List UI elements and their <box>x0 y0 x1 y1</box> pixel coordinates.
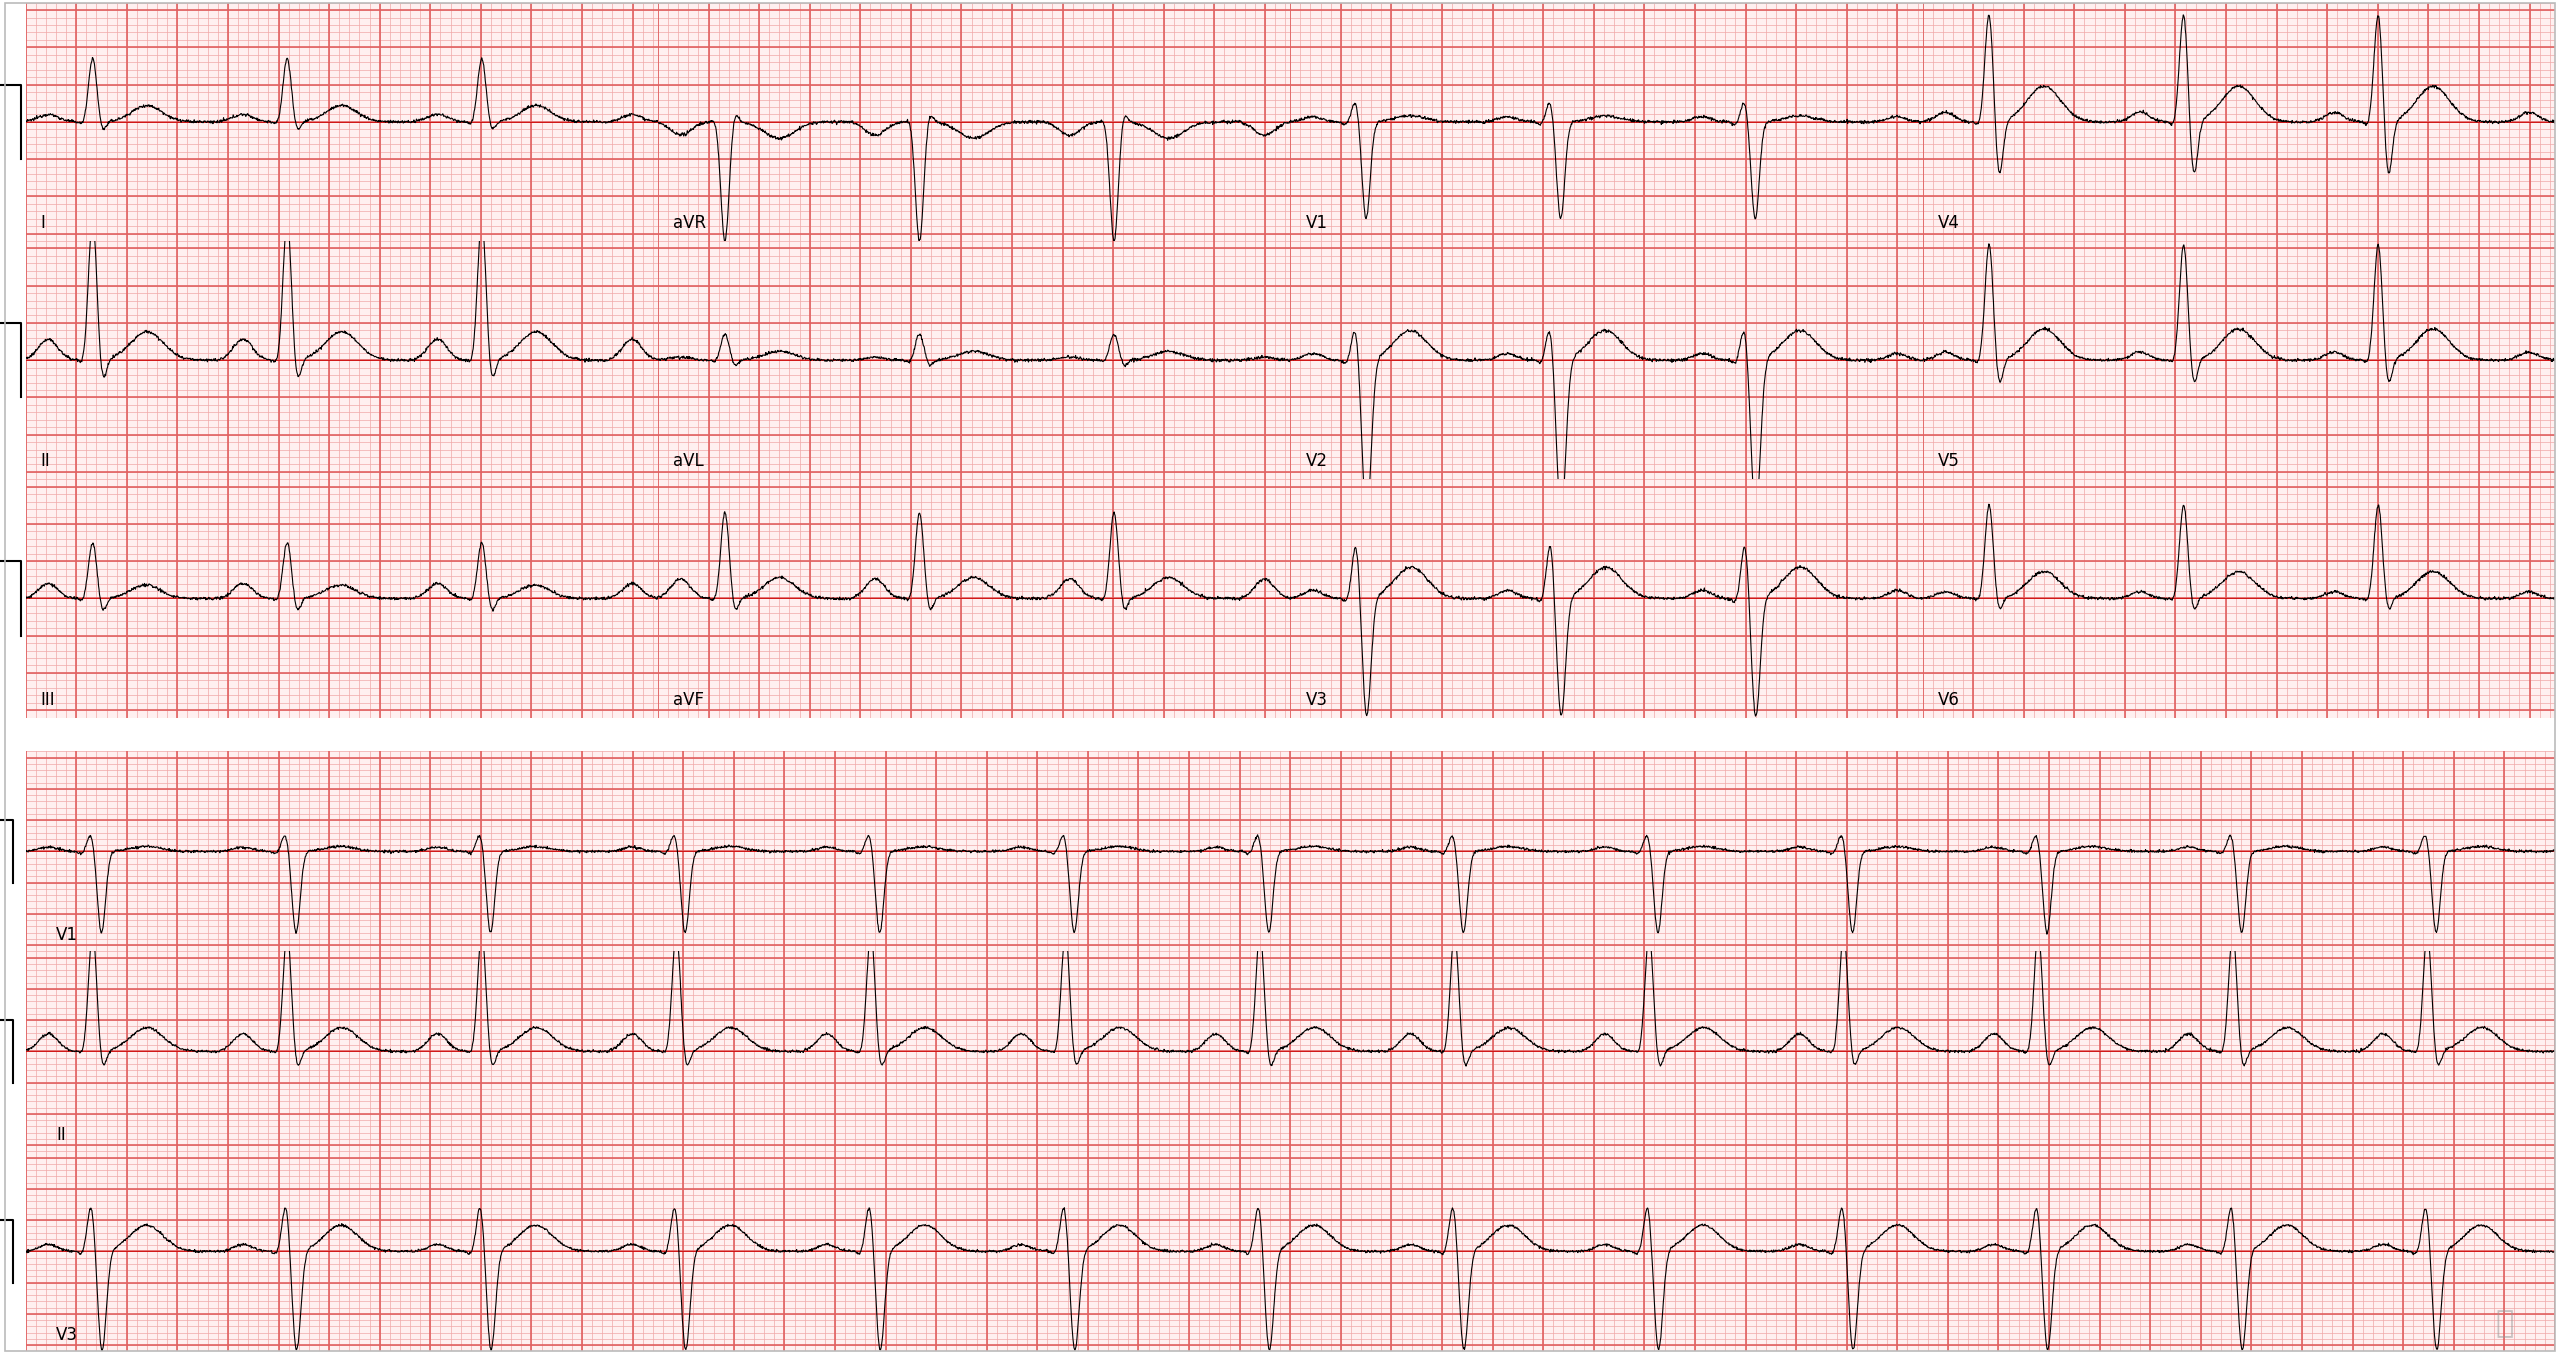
Text: aVR: aVR <box>673 214 707 232</box>
Text: V3: V3 <box>56 1326 77 1343</box>
Text: aVL: aVL <box>673 452 704 470</box>
Text: V6: V6 <box>1938 691 1958 708</box>
Text: III: III <box>41 691 56 708</box>
Text: V1: V1 <box>1306 214 1329 232</box>
Text: I: I <box>41 214 46 232</box>
Text: V5: V5 <box>1938 452 1958 470</box>
Text: aVF: aVF <box>673 691 704 708</box>
Text: 🐂: 🐂 <box>2496 1309 2514 1338</box>
Text: II: II <box>41 452 51 470</box>
Text: V2: V2 <box>1306 452 1329 470</box>
Text: II: II <box>56 1127 67 1144</box>
Text: V1: V1 <box>56 926 77 944</box>
Text: V3: V3 <box>1306 691 1329 708</box>
Text: V4: V4 <box>1938 214 1958 232</box>
